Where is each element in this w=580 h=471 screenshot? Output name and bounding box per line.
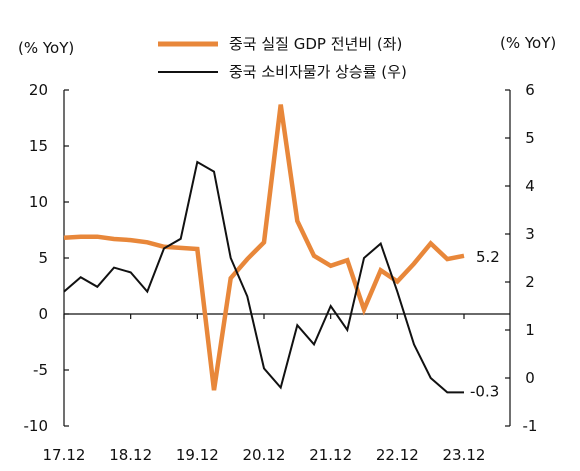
- x-tick-label: 20.12: [243, 446, 286, 464]
- gdp-end-label: 5.2: [476, 248, 500, 266]
- series-layer: [63, 104, 465, 394]
- y-right-unit-label: (% YoY): [500, 34, 556, 52]
- y-right-tick-label: -1: [523, 417, 538, 435]
- x-tick-label: 23.12: [443, 446, 486, 464]
- x-tick-label: 17.12: [43, 446, 86, 464]
- y-left-tick-label: -5: [33, 361, 48, 379]
- y-right-tick-label: 0: [525, 369, 535, 387]
- legend-cpi-label: 중국 소비자물가 상승률 (우): [229, 63, 407, 81]
- y-right-tick-label: 4: [525, 177, 535, 195]
- y-right-tick-label: 5: [525, 129, 535, 147]
- y-right-tick-label: 6: [525, 81, 535, 99]
- y-right-tick-label: 1: [525, 321, 535, 339]
- legend-gdp-label: 중국 실질 GDP 전년비 (좌): [229, 35, 402, 53]
- y-left-tick-label: 0: [38, 305, 48, 323]
- x-tick-label: 18.12: [109, 446, 152, 464]
- gdp-series-line: [63, 104, 465, 391]
- y-right-tick-label: 3: [525, 225, 535, 243]
- y-left-tick-label: 5: [38, 249, 48, 267]
- cpi-end-label: -0.3: [470, 382, 499, 400]
- y-left-tick-label: -10: [24, 417, 49, 435]
- y-left-unit-label: (% YoY): [18, 39, 74, 57]
- y-left-tick-label: 15: [29, 137, 48, 155]
- y-left-tick-label: 20: [29, 81, 48, 99]
- legend: 중국 실질 GDP 전년비 (좌) 중국 소비자물가 상승률 (우): [158, 35, 407, 81]
- labels-layer: 5.2 -0.3: [470, 248, 500, 401]
- y-right-tick-label: 2: [525, 273, 535, 291]
- y-left-tick-label: 10: [29, 193, 48, 211]
- x-tick-label: 22.12: [376, 446, 419, 464]
- x-tick-label: 19.12: [176, 446, 219, 464]
- x-tick-label: 21.12: [309, 446, 352, 464]
